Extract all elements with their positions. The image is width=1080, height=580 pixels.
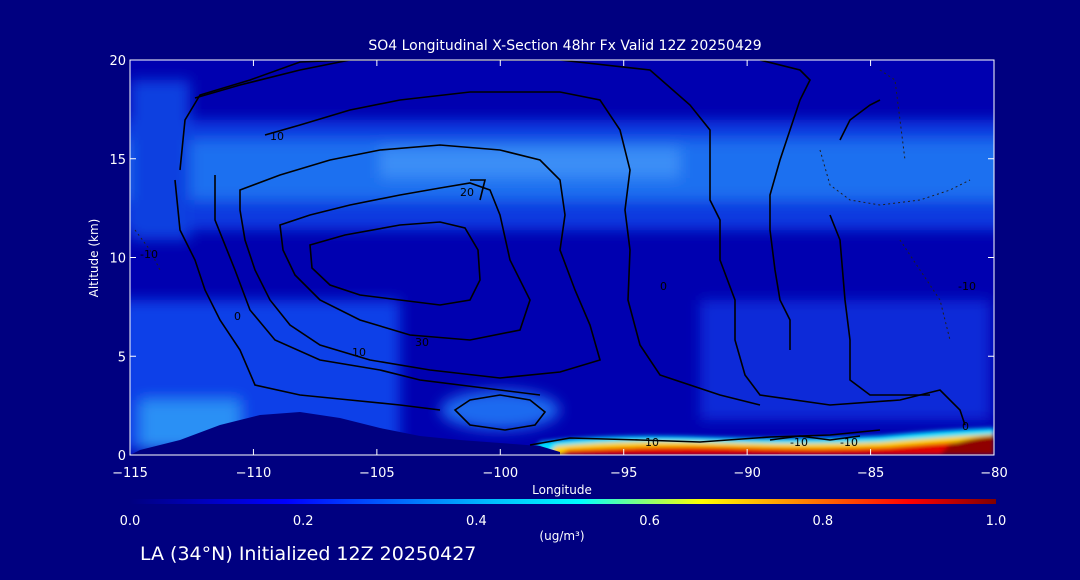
contour-outer [194, 60, 966, 426]
x-tick-label: −95 [610, 466, 637, 481]
negative-contours [134, 69, 971, 341]
contour-10-a [179, 60, 351, 171]
concentration-field [130, 80, 994, 455]
contour-right-c [829, 214, 930, 396]
contour-ring-1 [239, 144, 601, 379]
x-tick-label: −80 [980, 466, 1007, 481]
colorbar-tick-label: 0.6 [639, 514, 660, 529]
colorbar-tick-label: 1.0 [986, 514, 1007, 529]
contour-label: -10 [790, 436, 808, 449]
y-axis-ticks: 0 5 10 15 20 [109, 54, 994, 464]
x-tick-label: −105 [359, 466, 395, 481]
contour-10-c [174, 179, 441, 411]
contour-neg-a [819, 149, 971, 206]
field-upper-band-peak [380, 148, 680, 178]
x-tick-label: −100 [482, 466, 518, 481]
x-axis-ticks: −115 −110 −105 −100 −95 −90 −85 −80 [112, 60, 1008, 481]
contour-surface-right [769, 435, 861, 441]
contour-10-b [264, 91, 761, 406]
contour-labels: 10 20 30 10 0 0 -10 10 -10 -10 0 -10 [140, 130, 976, 449]
contour-lower-left [470, 179, 487, 201]
colorbar-unit-label: (ug/m³) [539, 529, 584, 543]
contour-ring-2 [279, 182, 531, 341]
contour-label: 0 [234, 310, 241, 323]
colorbar-tick-label: 0.4 [466, 514, 487, 529]
contour-label: 10 [645, 436, 659, 449]
x-axis-label: Longitude [532, 483, 592, 497]
colorbar-tick-label: 0.2 [293, 514, 314, 529]
y-tick-label: 0 [118, 449, 126, 464]
contour-ring-3 [309, 221, 481, 306]
contour-label: 20 [460, 186, 474, 199]
y-tick-label: 15 [109, 153, 126, 168]
colorbar [130, 499, 996, 504]
contour-surface [529, 429, 881, 446]
contour-neg-d [134, 229, 161, 271]
y-axis-label: Altitude (km) [87, 219, 101, 298]
x-tick-label: −85 [857, 466, 884, 481]
y-tick-label: 5 [118, 350, 126, 365]
y-tick-label: 20 [109, 54, 126, 69]
contour-label: 10 [352, 346, 366, 359]
run-subtitle: LA (34°N) Initialized 12Z 20250427 [140, 543, 477, 565]
contour-right-b [759, 60, 811, 350]
colorbar-ticks: 0.0 0.2 0.4 0.6 0.8 1.0 [120, 514, 1007, 529]
contour-label: -10 [140, 248, 158, 261]
contour-label: -10 [958, 280, 976, 293]
contour-label: 30 [415, 336, 429, 349]
x-tick-label: −115 [112, 466, 148, 481]
field-left-upper [130, 80, 190, 240]
contour-pocket [453, 394, 547, 431]
terrain [130, 412, 560, 455]
x-tick-label: −110 [236, 466, 272, 481]
field-surface-layer-peak [940, 436, 994, 455]
contour-label: -10 [840, 436, 858, 449]
colorbar-tick-label: 0.8 [812, 514, 833, 529]
y-tick-label: 10 [109, 252, 126, 267]
field-surface-layer-hot [560, 440, 994, 455]
x-tick-label: −90 [733, 466, 760, 481]
contour-lines [174, 60, 966, 446]
field-right-mid [700, 300, 990, 420]
chart-title: SO4 Longitudinal X-Section 48hr Fx Valid… [368, 38, 761, 54]
contour-20 [214, 175, 541, 396]
contour-label: 0 [660, 280, 667, 293]
contour-label: 10 [270, 130, 284, 143]
contour-right-a [839, 99, 881, 141]
contour-label: 0 [962, 420, 969, 433]
colorbar-tick-label: 0.0 [120, 514, 141, 529]
